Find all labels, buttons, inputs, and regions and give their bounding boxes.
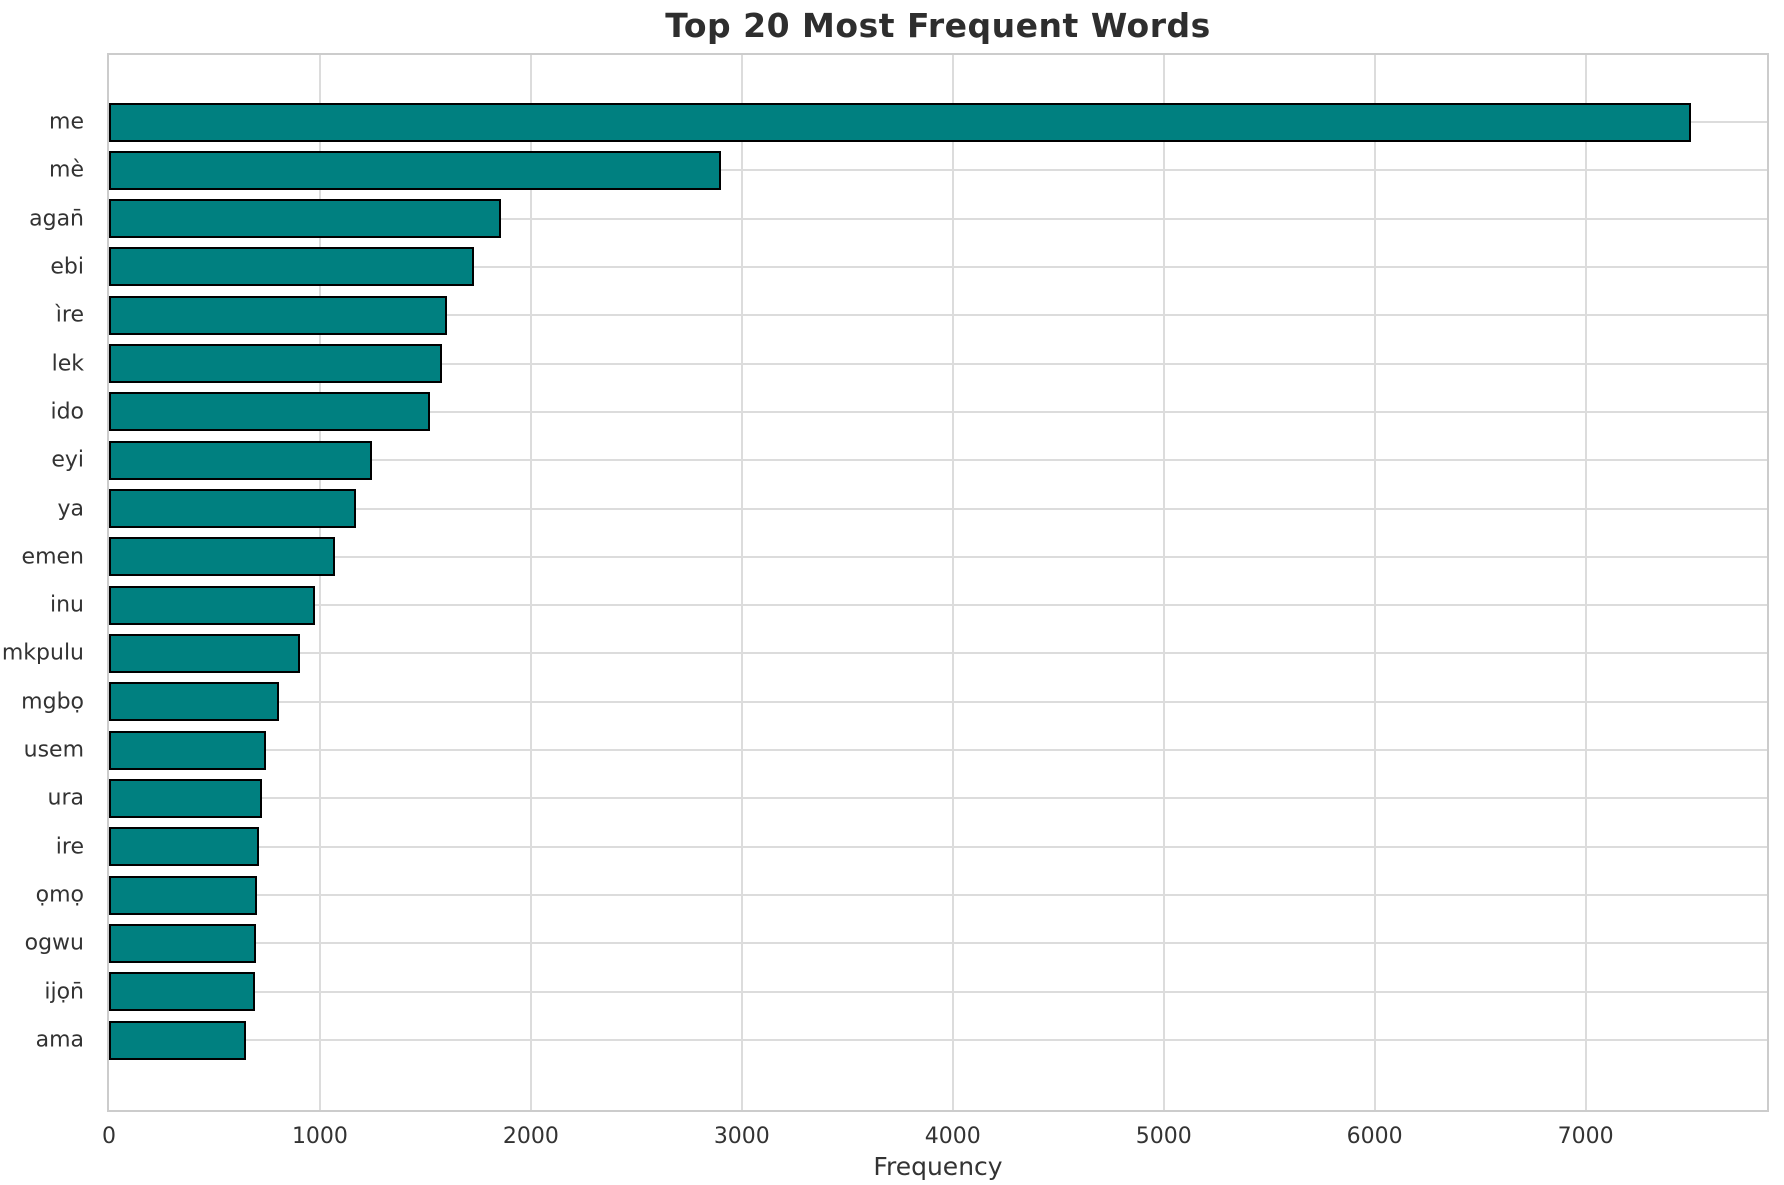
bar-ire (109, 827, 260, 867)
bar-ama (109, 1020, 247, 1060)
y-gridline (109, 652, 1767, 655)
y-axis-category-labels: me mè agan̄ ebi ìre lek ido eyi ya emen inu mkpulu m… (0, 53, 96, 1112)
x-tick-label: 6000 (1346, 1124, 1403, 1149)
category-label-ìre: ìre (55, 302, 84, 328)
y-gridline (109, 362, 1767, 365)
bar-ọmọ (109, 875, 258, 915)
x-tick-label: 4000 (924, 1124, 981, 1149)
category-label-ire: ire (55, 834, 84, 860)
x-axis-tick-labels: 0 1000 2000 3000 4000 5000 6000 7000 (102, 1124, 1769, 1154)
chart-title: Top 20 Most Frequent Words (665, 6, 1211, 45)
bar-inu (109, 585, 315, 625)
bar-mkpulu (109, 633, 300, 673)
x-gridline (318, 55, 321, 1110)
x-gridline (740, 55, 743, 1110)
y-gridline (109, 507, 1767, 510)
y-gridline (109, 459, 1767, 462)
plot-area (107, 53, 1769, 1112)
x-tick-label: 0 (102, 1124, 116, 1149)
category-label-ura: ura (47, 785, 84, 811)
y-gridline (109, 555, 1767, 558)
category-label-ya: ya (57, 496, 84, 522)
x-axis-label: Frequency (873, 1152, 1003, 1181)
x-tick-label: 1000 (291, 1124, 348, 1149)
y-gridline (109, 845, 1767, 848)
bar-usem (109, 730, 267, 770)
category-label-inu: inu (50, 592, 84, 618)
y-gridline (109, 942, 1767, 945)
x-gridline (529, 55, 532, 1110)
bar-emen (109, 537, 335, 577)
y-gridline (109, 1039, 1767, 1041)
y-gridline (109, 410, 1767, 413)
x-tick-label: 5000 (1135, 1124, 1192, 1149)
y-gridline (109, 797, 1767, 800)
x-tick-label: 2000 (502, 1124, 559, 1149)
category-label-eyi: eyi (51, 447, 84, 473)
y-gridline (109, 990, 1767, 993)
category-label-usem: usem (23, 737, 84, 763)
y-gridline (109, 894, 1767, 897)
category-label-ọmọ: ọmọ (35, 882, 84, 908)
y-gridline (109, 169, 1767, 172)
category-label-ama: ama (35, 1027, 84, 1053)
category-label-ijọn̄: ijọn̄ (44, 979, 84, 1005)
bar-ura (109, 778, 262, 818)
category-label-mkpulu: mkpulu (1, 640, 84, 666)
y-gridline (109, 749, 1767, 752)
y-gridline (109, 314, 1767, 317)
y-gridline (109, 217, 1767, 220)
bar-me (109, 102, 1692, 142)
y-gridline (109, 265, 1767, 268)
bar-lek (109, 344, 443, 384)
bar-mè (109, 150, 721, 190)
category-label-me: me (49, 109, 84, 135)
category-label-lek: lek (51, 351, 84, 377)
bar-ìre (109, 295, 447, 335)
bar-ido (109, 392, 430, 432)
category-label-mgbọ: mgbọ (21, 689, 84, 715)
x-gridline (951, 55, 954, 1110)
bar-ijọn̄ (109, 972, 255, 1012)
bar-agan̄ (109, 199, 502, 239)
category-label-mè: mè (49, 157, 84, 183)
bar-mgbọ (109, 682, 279, 722)
bar-ogwu (109, 923, 257, 963)
x-tick-label: 7000 (1557, 1124, 1614, 1149)
category-label-ogwu: ogwu (24, 930, 84, 956)
x-tick-label: 3000 (713, 1124, 770, 1149)
y-gridline (109, 700, 1767, 703)
bar-ebi (109, 247, 474, 287)
category-label-ebi: ebi (50, 254, 84, 280)
bar-ya (109, 489, 356, 529)
x-gridline (1584, 55, 1587, 1110)
category-label-ido: ido (50, 399, 84, 425)
y-gridline (109, 604, 1767, 607)
category-label-emen: emen (21, 544, 84, 570)
category-label-agan̄: agan̄ (29, 206, 84, 232)
x-gridline (1373, 55, 1376, 1110)
x-gridline (1162, 55, 1165, 1110)
bar-eyi (109, 440, 372, 480)
